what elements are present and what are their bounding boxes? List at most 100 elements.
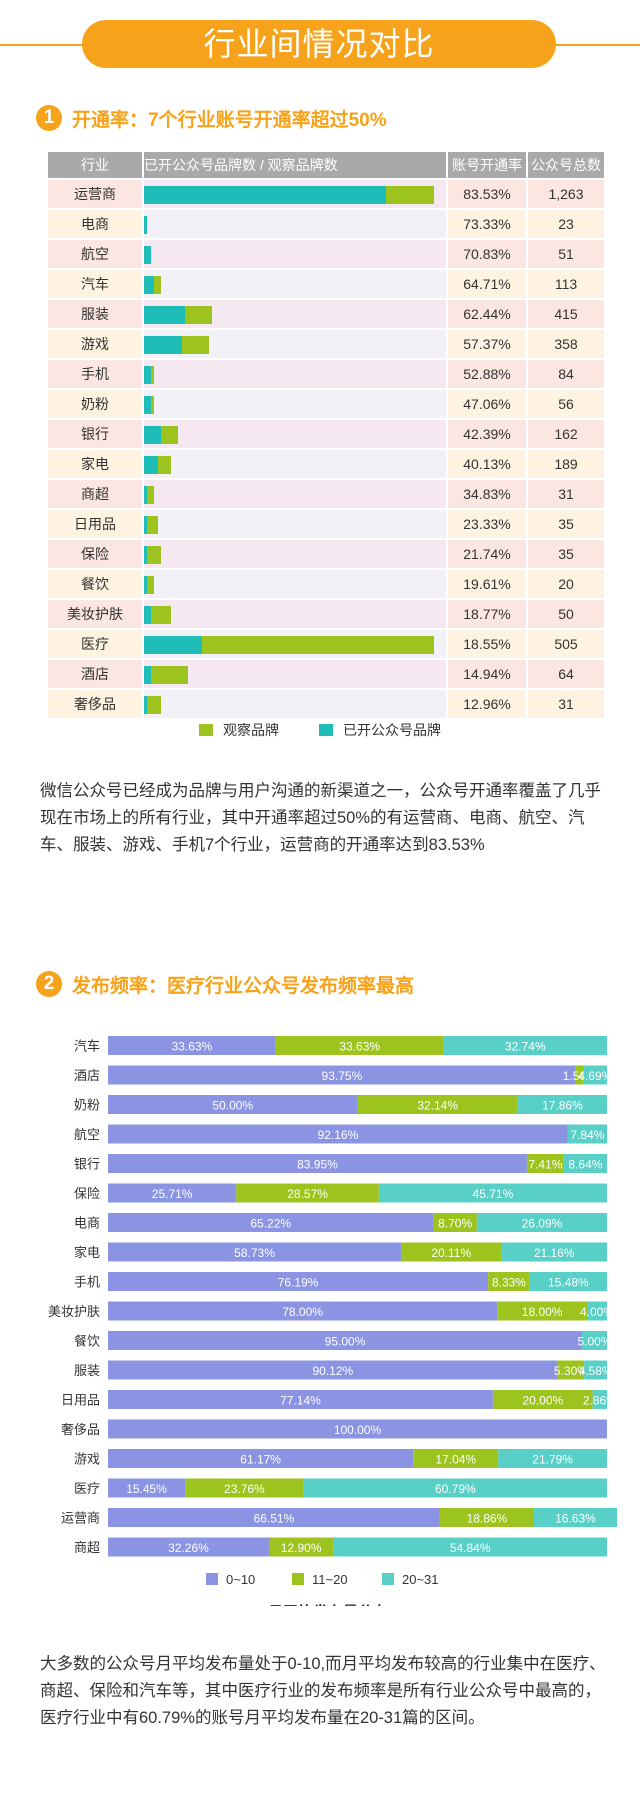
rate-cell: 40.13% — [448, 450, 526, 478]
table-row: 医疗 18.55% 505 — [48, 630, 604, 658]
data-label: 90.12% — [312, 1364, 353, 1378]
table-row: 酒店 14.94% 64 — [48, 660, 604, 688]
bar-segment — [433, 1213, 477, 1232]
bar-segment — [476, 1213, 608, 1232]
data-label: 2.86% — [583, 1394, 617, 1408]
opened-bar — [144, 366, 151, 384]
data-label: 20.11% — [431, 1246, 471, 1260]
table-row: 商超 34.83% 31 — [48, 480, 604, 508]
opened-bar — [144, 456, 158, 474]
total-cell: 162 — [528, 420, 604, 448]
data-label: 32.14% — [417, 1099, 458, 1113]
legend-swatch — [382, 1573, 394, 1585]
opened-bar — [144, 606, 151, 624]
total-cell: 50 — [528, 600, 604, 628]
data-label: 100.00% — [334, 1423, 382, 1437]
rate-cell: 19.61% — [448, 570, 526, 598]
rate-cell: 62.44% — [448, 300, 526, 328]
bar-segment — [501, 1242, 607, 1262]
bar-segment — [587, 1301, 607, 1321]
bar-segment — [185, 1478, 304, 1498]
opened-bar — [144, 276, 155, 294]
bar-segment — [108, 1390, 493, 1409]
industry-cell: 手机 — [48, 360, 142, 388]
legend-item-observed: 观察品牌 — [199, 720, 279, 740]
observed-bar — [144, 546, 162, 564]
brand-bar-cell — [144, 690, 446, 718]
opened-bar — [144, 336, 182, 354]
bar-segment — [575, 1065, 584, 1085]
data-label: 66.51% — [254, 1512, 295, 1526]
header-industry: 行业 — [48, 152, 142, 178]
industry-cell: 家电 — [48, 450, 142, 478]
data-label: 93.75% — [322, 1069, 363, 1083]
bar-segment — [357, 1095, 518, 1114]
table-row: 日用品 23.33% 35 — [48, 510, 604, 538]
observed-bar — [144, 576, 155, 594]
data-label: 65.22% — [250, 1217, 291, 1231]
rate-cell: 18.77% — [448, 600, 526, 628]
bar-segment — [443, 1036, 607, 1055]
rate-cell: 47.06% — [448, 390, 526, 418]
rate-cell: 57.37% — [448, 330, 526, 358]
legend-label: 20~31 — [402, 1572, 439, 1587]
legend-swatch-opened — [319, 724, 333, 736]
data-label: 32.26% — [168, 1541, 209, 1555]
industry-cell: 餐饮 — [48, 570, 142, 598]
total-cell: 35 — [528, 510, 604, 538]
total-cell: 505 — [528, 630, 604, 658]
bar-segment — [498, 1449, 607, 1468]
bar-segment — [526, 1154, 564, 1173]
brand-bar-cell — [144, 300, 446, 328]
header-brands: 已开公众号品牌数 / 观察品牌数 — [144, 152, 446, 178]
data-label: 12.90% — [281, 1541, 322, 1555]
bar-segment — [333, 1537, 607, 1557]
banner-line-right — [550, 44, 640, 46]
legend-swatch — [206, 1573, 218, 1585]
rate-cell: 12.96% — [448, 690, 526, 718]
industry-cell: 服装 — [48, 300, 142, 328]
bar-segment — [497, 1301, 588, 1321]
brand-bar-cell — [144, 510, 446, 538]
opened-bar — [144, 696, 148, 714]
bar-segment — [108, 1419, 607, 1439]
data-label: 28.57% — [287, 1187, 328, 1201]
header-total: 公众号总数 — [528, 152, 604, 178]
total-cell: 1,263 — [528, 180, 604, 208]
data-label: 8.64% — [568, 1158, 602, 1172]
industry-cell: 汽车 — [48, 270, 142, 298]
industry-cell: 保险 — [48, 540, 142, 568]
category-label: 服装 — [74, 1363, 100, 1378]
bar-segment — [492, 1390, 593, 1409]
bar-segment — [275, 1036, 444, 1055]
brand-bar-cell — [144, 240, 446, 268]
data-label: 61.17% — [240, 1453, 281, 1467]
data-label: 7.41% — [528, 1158, 562, 1172]
bar-segment — [488, 1272, 530, 1291]
data-label: 23.76% — [224, 1482, 265, 1496]
table-row: 家电 40.13% 189 — [48, 450, 604, 478]
total-cell: 31 — [528, 480, 604, 508]
bar-segment — [268, 1537, 334, 1557]
section1-title: 开通率：7个行业账号开通率超过50% — [72, 109, 387, 131]
brand-bar-cell — [144, 450, 446, 478]
total-cell: 189 — [528, 450, 604, 478]
legend-swatch-observed — [199, 724, 213, 736]
table-row: 电商 73.33% 23 — [48, 210, 604, 238]
data-label: 17.86% — [542, 1099, 583, 1113]
chart-title: 月平均发布量分布 — [267, 1603, 388, 1606]
data-label: 8.33% — [492, 1276, 526, 1290]
bar-segment — [108, 1537, 269, 1557]
data-label: 50.00% — [212, 1099, 253, 1113]
header-banner: 行业间情况对比 — [0, 18, 640, 72]
total-cell: 20 — [528, 570, 604, 598]
rate-cell: 14.94% — [448, 660, 526, 688]
section1-paragraph: 微信公众号已经成为品牌与用户沟通的新渠道之一，公众号开通率覆盖了几乎现在市场上的… — [40, 782, 601, 854]
brand-bar-cell — [144, 360, 446, 388]
bar-segment — [108, 1242, 402, 1262]
category-label: 酒店 — [74, 1068, 100, 1083]
opened-bar — [144, 246, 151, 264]
brand-bar-cell — [144, 540, 446, 568]
page-title: 行业间情况对比 — [82, 20, 556, 68]
brand-bar-cell — [144, 480, 446, 508]
